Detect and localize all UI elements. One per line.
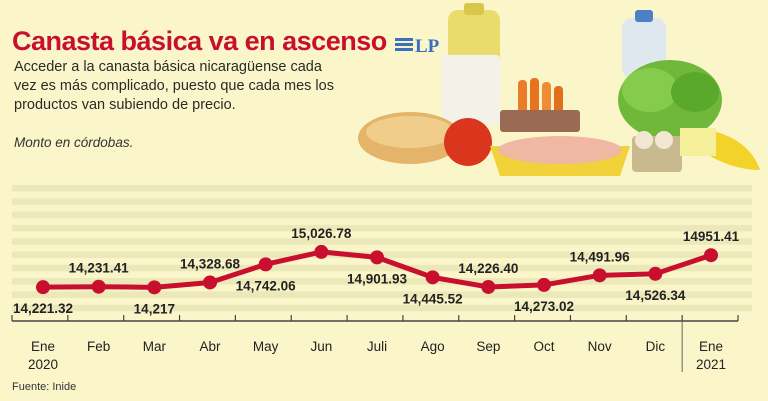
x-tick-label: Sep xyxy=(476,339,500,354)
x-tick-label: Ago xyxy=(421,339,445,354)
data-label: 14,226.40 xyxy=(458,261,518,276)
grid-stripe xyxy=(12,291,752,298)
data-point xyxy=(203,275,217,290)
data-point xyxy=(592,268,607,283)
x-tick-label: Mar xyxy=(143,339,167,354)
data-point xyxy=(258,257,273,272)
data-point xyxy=(537,277,551,292)
series-line xyxy=(36,244,718,295)
grid-stripe xyxy=(12,211,752,219)
apple-icon xyxy=(444,118,492,166)
data-point xyxy=(314,244,329,259)
grid-stripe xyxy=(12,278,752,285)
grid-stripe xyxy=(12,185,752,192)
la-prensa-logo: LP xyxy=(395,36,440,56)
data-label: 14,491.96 xyxy=(570,249,631,264)
data-point xyxy=(704,248,718,263)
grid-stripe xyxy=(12,264,752,272)
data-label: 14951.41 xyxy=(683,229,740,244)
lettuce-icon xyxy=(618,60,722,140)
grid-stripe xyxy=(12,224,752,232)
data-label: 14,526.34 xyxy=(625,288,686,303)
carrots-icon xyxy=(518,78,563,116)
x-tick-label: Oct xyxy=(533,339,554,354)
source-note: Fuente: Inide xyxy=(12,381,77,393)
grid-stripe xyxy=(12,304,752,312)
x-tick-label: Feb xyxy=(87,339,110,354)
data-point xyxy=(648,266,663,281)
data-label: 14,901.93 xyxy=(347,271,408,286)
chart-title: Canasta básica va en ascenso xyxy=(12,26,387,56)
data-point xyxy=(147,280,162,295)
data-label: 15,026.78 xyxy=(291,226,352,241)
data-label: 14,445.52 xyxy=(403,291,463,306)
unit-note: Monto en córdobas. xyxy=(14,135,134,150)
x-tick-label: Ene 2020 xyxy=(28,339,58,372)
data-point xyxy=(91,279,106,294)
data-label: 14,221.32 xyxy=(13,301,73,316)
flour-bag-icon xyxy=(442,55,500,125)
x-tick-labels: Ene 2020 Feb Mar Abr May Jun Juli Ago Sep Oct Nov Di… xyxy=(28,339,726,372)
data-point xyxy=(425,270,440,285)
x-tick-label: May xyxy=(253,339,279,354)
data-label: 14,231.41 xyxy=(69,261,130,276)
x-tick-label: Nov xyxy=(588,339,612,354)
grid-stripe xyxy=(12,198,752,205)
chart-gridlines xyxy=(12,185,752,312)
data-label: 14,742.06 xyxy=(236,278,297,293)
x-axis xyxy=(11,315,739,372)
x-tick-label: Abr xyxy=(199,339,221,354)
data-label: 14,273.02 xyxy=(514,299,574,314)
x-tick-label: Ene 2021 xyxy=(696,339,726,372)
chocolate-icon xyxy=(500,110,580,132)
chart-subtitle: Acceder a la canasta básica nicaragüense… xyxy=(14,59,334,113)
cheese-icon xyxy=(680,128,716,156)
data-label: 14,328.68 xyxy=(180,256,241,271)
groceries-illustration xyxy=(358,3,760,176)
x-tick-label: Dic xyxy=(646,339,666,354)
data-point xyxy=(36,280,50,295)
x-tick-label: Jun xyxy=(310,339,332,354)
data-point xyxy=(481,279,496,294)
data-labels: 14,221.32 14,231.41 14,217 14,328.68 14,742.… xyxy=(13,226,740,316)
svg-text:LP: LP xyxy=(415,36,440,56)
data-point xyxy=(370,250,384,265)
grid-stripe xyxy=(12,238,752,245)
x-tick-label: Juli xyxy=(367,339,387,354)
data-label: 14,217 xyxy=(134,301,175,316)
